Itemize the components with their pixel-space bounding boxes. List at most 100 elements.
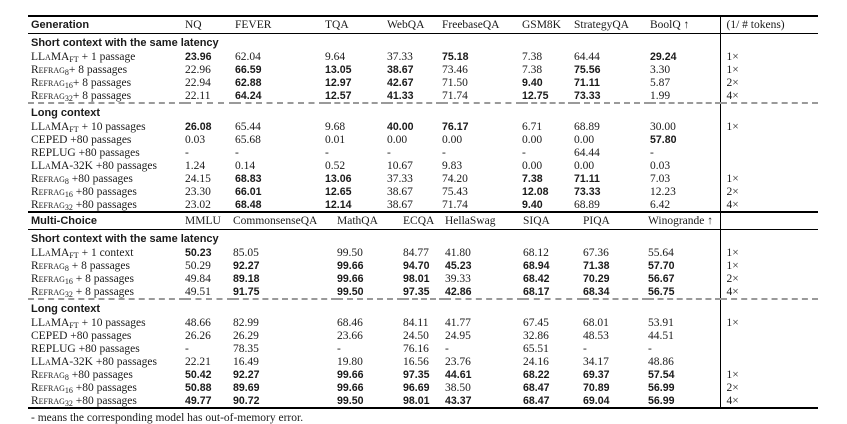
metric-value: 84.77 [403, 246, 429, 259]
metric-value-best: 40.00 [387, 120, 414, 133]
metric-value-best: 66.01 [235, 185, 262, 198]
metric-value: 24.16 [523, 355, 549, 368]
model-label: Refrag16 +80 passages [28, 381, 185, 395]
model-config: + 1 passage [78, 50, 136, 63]
metric-value-best: 7.38 [522, 172, 543, 185]
speedup-value [719, 159, 818, 172]
metric-value: 94.70 [403, 259, 445, 272]
table-row: LLaMAFT + 1 passage 23.96 62.04 9.64 37.33 75… [28, 50, 818, 63]
table-row: LLaMA-32K +80 passages 22.21 16.49 19.80 16.… [28, 355, 818, 368]
metric-value-best: 71.38 [583, 259, 610, 272]
table-row: LLaMAFT + 1 context 50.23 85.05 99.50 84.77 4… [28, 246, 818, 259]
metric-value: 0.00 [387, 133, 408, 146]
metric-value: 49.84 [185, 272, 211, 285]
metric-value: 65.68 [235, 133, 261, 146]
model-label: Refrag16 +80 passages [28, 185, 185, 199]
table-row: Refrag8 +80 passages 24.15 68.83 13.06 37.33… [28, 172, 818, 185]
speedup-value: 1× [719, 63, 818, 76]
metric-value-best: 71.11 [574, 172, 600, 185]
metric-value: 99.50 [337, 394, 403, 408]
section-title-row: Long context [28, 102, 818, 120]
model-subscript: 8 [64, 67, 69, 76]
metric-value: 22.21 [185, 355, 211, 368]
metric-value: 0.00 [574, 159, 595, 172]
metric-value-best: 73.33 [574, 89, 601, 102]
metric-value: - [337, 342, 341, 355]
model-label: Refrag8 + 8 passages [28, 259, 185, 273]
speedup-value: 2× [719, 381, 818, 394]
model-label: Refrag16 + 8 passages [28, 272, 185, 286]
model-subscript: 16 [64, 385, 73, 394]
column-header: PIQA [583, 211, 648, 230]
model-subscript: FT [69, 250, 79, 259]
metric-value: 66.01 [235, 185, 325, 198]
model-config: + 1 context [78, 246, 134, 259]
metric-value-best: 26.08 [185, 120, 212, 133]
metric-value: - [648, 342, 652, 355]
metric-value: 99.66 [337, 381, 403, 394]
metric-value-best: 99.50 [337, 285, 364, 298]
model-name: LLaMA [31, 246, 70, 259]
metric-value: 7.38 [522, 172, 574, 185]
metric-value: 12.65 [325, 185, 387, 198]
metric-value-best: 49.77 [185, 394, 212, 407]
model-config: + 8 passages [72, 89, 132, 102]
metric-value: 68.01 [583, 316, 609, 329]
metric-value: 99.66 [337, 259, 403, 272]
table-row: LLaMAFT + 10 passages 26.08 65.44 9.68 40.00… [28, 120, 818, 133]
model-config: +80 passages [68, 368, 133, 381]
metric-value-best: 29.24 [650, 50, 677, 63]
model-name: Refrag [31, 285, 65, 298]
metric-value: 50.23 [185, 246, 233, 259]
metric-value: 26.26 [185, 329, 211, 342]
table-row: Refrag32 +80 passages 49.77 90.72 99.50 98.0… [28, 394, 818, 408]
model-name: Refrag [31, 89, 65, 102]
speedup-value: 4× [719, 89, 818, 103]
metric-value: 69.37 [583, 368, 648, 381]
metric-value: 12.08 [522, 185, 574, 198]
metric-value: 71.11 [574, 76, 650, 89]
column-header: CommonsenseQA [233, 211, 337, 230]
metric-value-best: 44.61 [445, 368, 472, 381]
speedup-value [719, 329, 818, 342]
speedup-value: 4× [719, 394, 818, 408]
metric-value: 9.40 [522, 76, 574, 89]
model-name: Refrag [31, 368, 65, 381]
multichoice-results-table: Multi-Choice MMLU CommonsenseQA MathQA ECQA H… [28, 211, 818, 409]
metric-value: 65.44 [235, 120, 261, 133]
column-header: StrategyQA [574, 15, 650, 34]
metric-value: 0.00 [574, 133, 595, 146]
speedup-value [719, 146, 818, 159]
metric-value-best: 68.94 [523, 259, 550, 272]
model-name: CEPED [31, 133, 68, 146]
metric-value: 68.12 [523, 246, 549, 259]
model-config: +80 passages [75, 146, 140, 159]
metric-value: 22.11 [185, 89, 211, 102]
metric-value: - [445, 342, 449, 355]
metric-value: 48.86 [648, 355, 674, 368]
metric-value-best: 70.29 [583, 272, 610, 285]
metric-value-best: 68.22 [523, 368, 550, 381]
metric-value-best: 12.14 [325, 198, 352, 211]
metric-value: 44.51 [648, 329, 674, 342]
model-name: Refrag [31, 394, 65, 407]
metric-value: 22.94 [185, 76, 211, 89]
metric-value-best: 56.99 [648, 381, 675, 394]
column-header: HellaSwag [445, 211, 523, 230]
metric-value: 71.50 [442, 76, 468, 89]
table-row: Refrag8 + 8 passages 50.29 92.27 99.66 94.70… [28, 259, 818, 272]
model-name: CEPED [31, 329, 68, 342]
metric-value: 92.27 [233, 259, 337, 272]
metric-value-best: 75.56 [574, 63, 601, 76]
results-tables: Generation NQ FEVER TQA WebQA FreebaseQA GSM8K… [28, 15, 820, 409]
speedup-value: 1× [719, 368, 818, 381]
metric-value: 9.64 [325, 50, 346, 63]
metric-value: 99.50 [337, 285, 403, 299]
model-name: LLaMA [31, 50, 70, 63]
table-row: REPLUG +80 passages -78.35-76.16-65.51- - [28, 342, 818, 355]
speedup-value: 4× [719, 285, 818, 299]
section-title-spacer [719, 229, 818, 246]
metric-value: 68.94 [523, 259, 583, 272]
metric-value-best: 92.27 [233, 368, 260, 381]
metric-value-best: 50.23 [185, 246, 212, 259]
